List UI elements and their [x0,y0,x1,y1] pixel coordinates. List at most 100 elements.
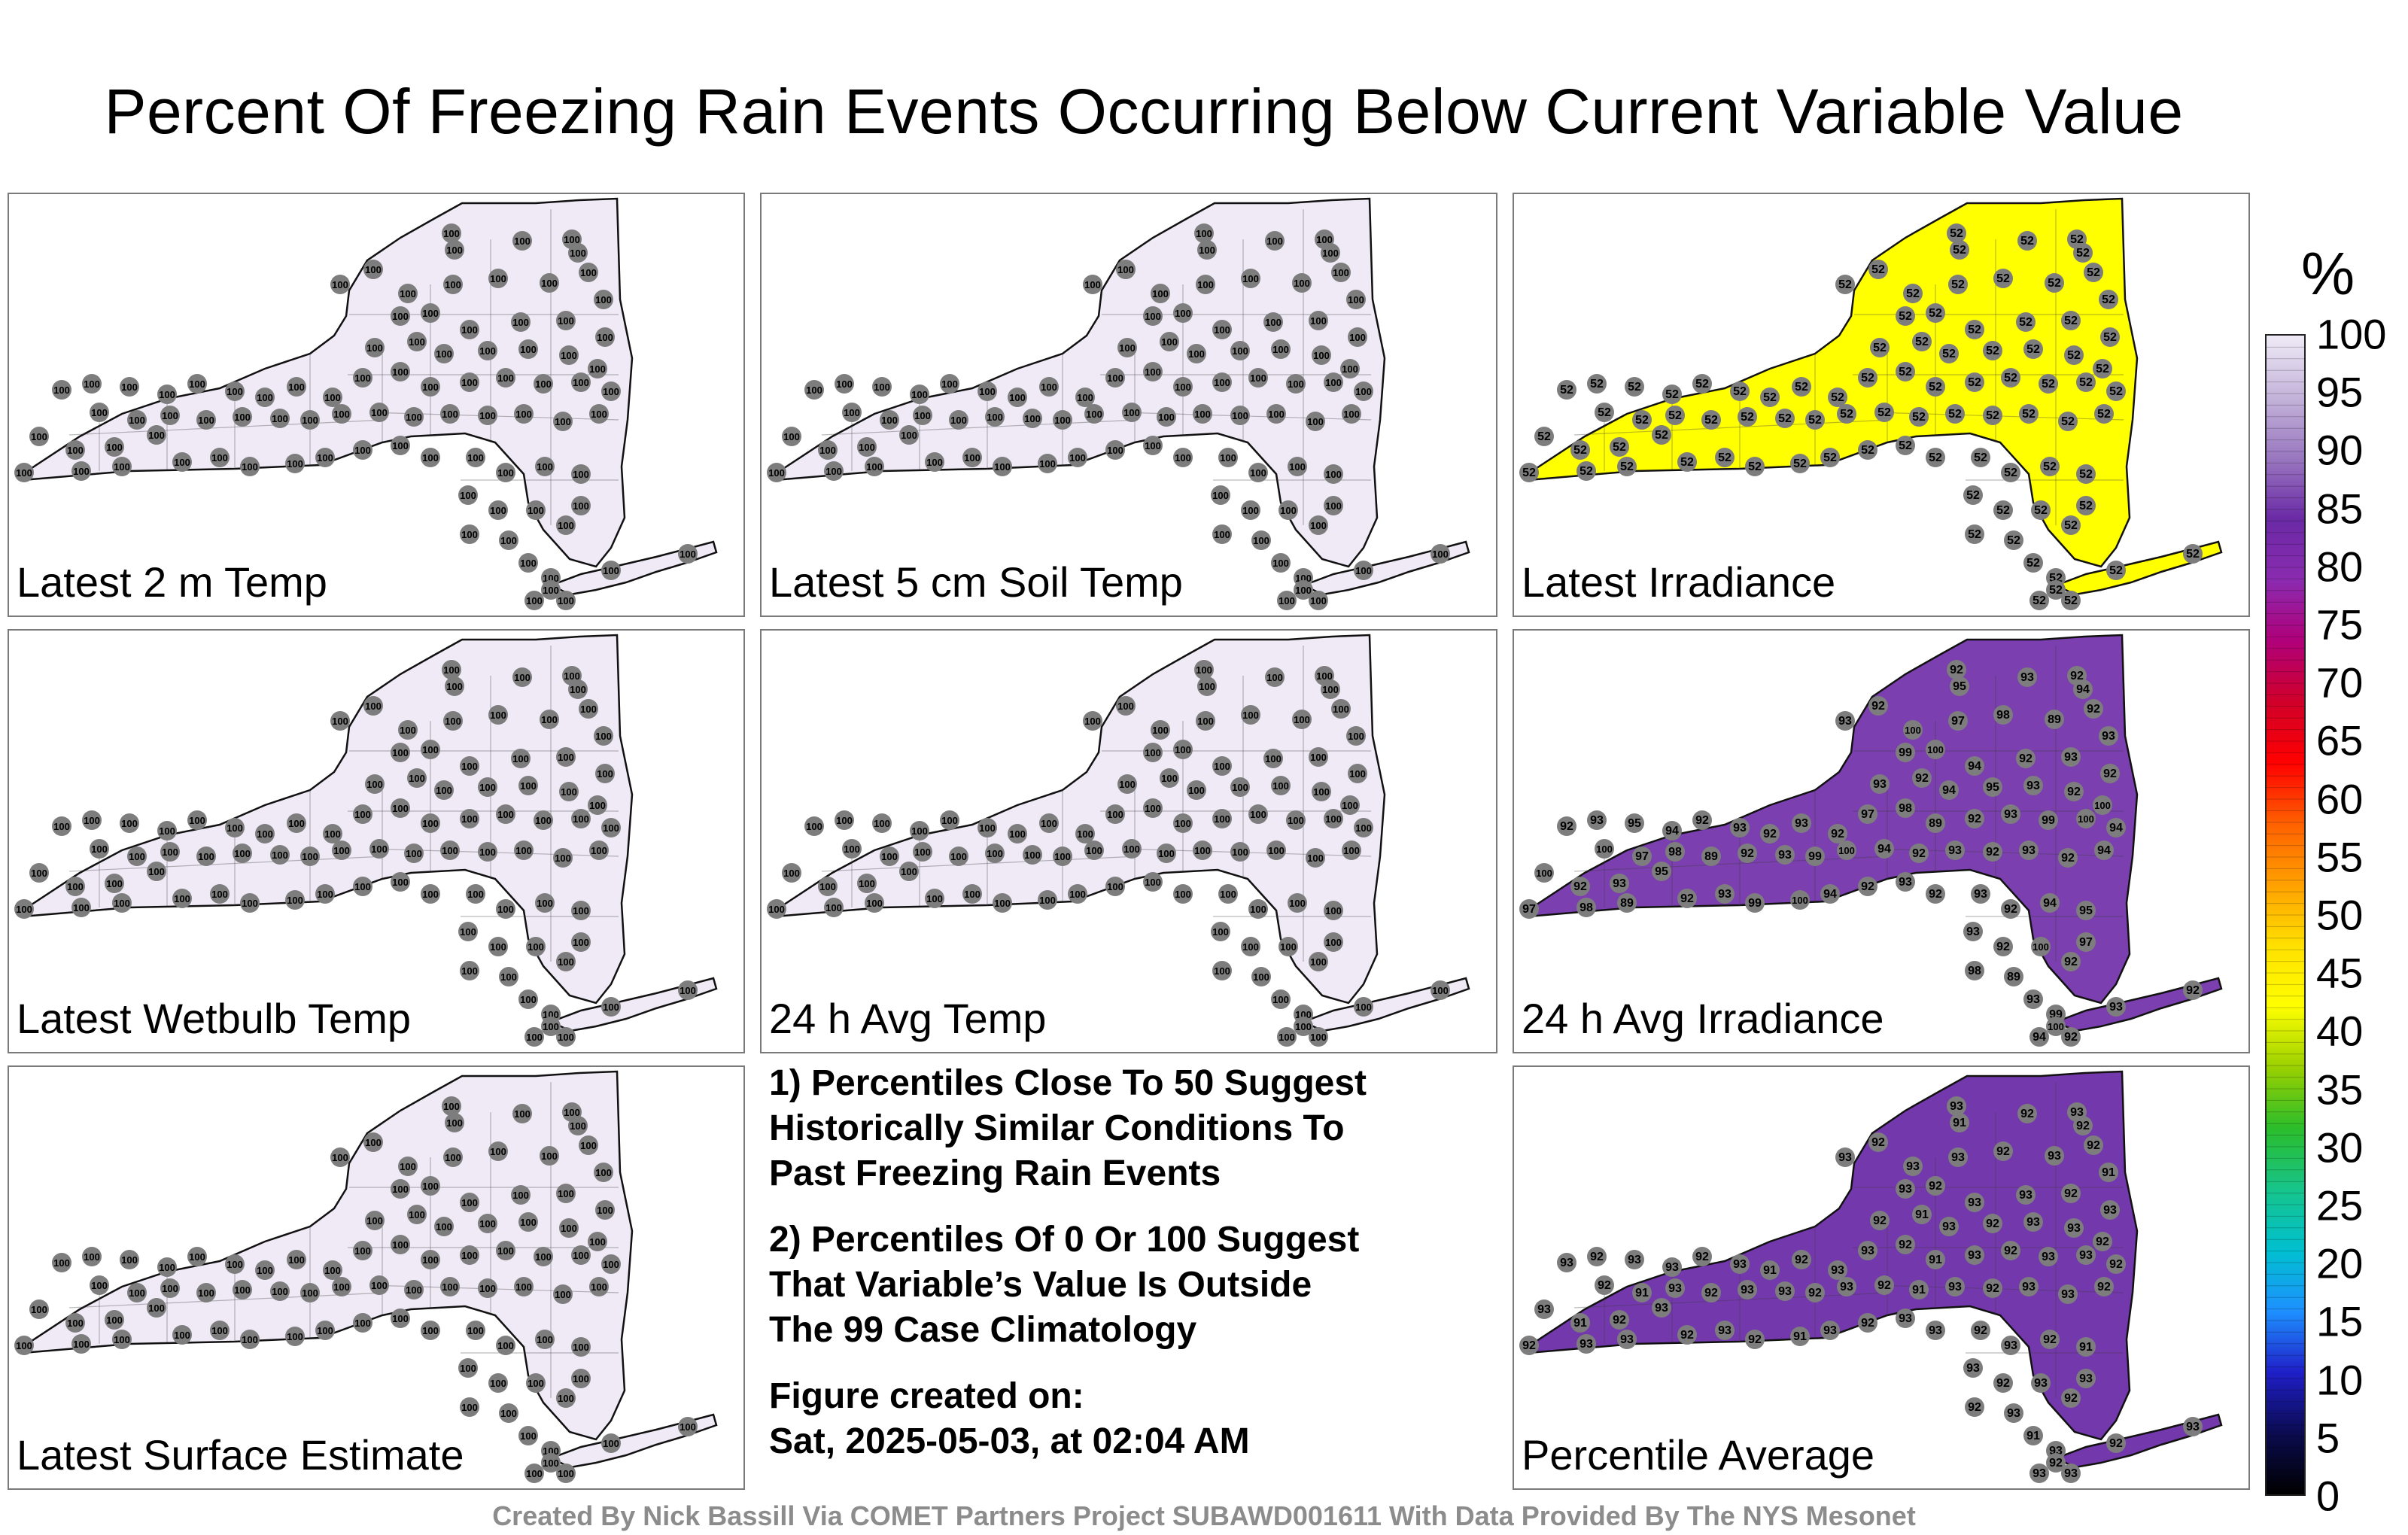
station-marker: 100 [398,1157,418,1176]
station-dot [2058,412,2078,431]
station-value: 100 [114,1334,130,1345]
station-dot [233,407,252,427]
station-dot [556,1464,576,1483]
station-dot [210,1321,230,1340]
station-marker: 100 [407,332,427,351]
station-dot [1312,345,1331,365]
station-value: 100 [317,452,333,464]
station-dot [1309,515,1328,535]
station-value: 92 [1986,1217,1999,1230]
station-marker: 93 [1820,1321,1840,1340]
station-value: 100 [994,461,1011,473]
station-value: 100 [1250,809,1266,820]
station-dot [1292,273,1312,293]
station-value: 52 [1718,451,1732,464]
station-value: 100 [287,895,303,906]
station-marker: 100 [782,427,801,446]
station-value: 100 [1107,372,1123,384]
station-dot [541,1453,561,1473]
station-marker: 100 [512,1104,532,1123]
station-value: 100 [1220,452,1236,464]
station-marker: 100 [524,1027,544,1047]
station-marker: 52 [1945,404,1965,424]
station-marker: 93 [2029,1464,2049,1483]
station-dot [535,893,555,913]
station-value: 100 [287,1331,303,1342]
station-dot [601,561,621,580]
station-dot [1160,332,1179,351]
station-value: 52 [1522,467,1536,479]
station-value: 100 [573,1373,589,1385]
station-dot [1534,1299,1554,1319]
station-value: 91 [1912,1284,1926,1296]
station-marker: 100 [556,1388,576,1408]
station-value: 100 [500,535,517,546]
station-dot [678,544,698,564]
station-dot [1212,756,1232,776]
station-marker: 100 [512,231,532,251]
station-dot [29,427,49,446]
station-dot [556,311,576,330]
station-value: 100 [1342,363,1358,375]
station-marker: 92 [1896,1235,1915,1254]
station-marker: 100 [588,795,607,815]
station-dot [323,824,342,843]
station-marker: 100 [514,404,534,424]
station-dot [2106,997,2126,1017]
station-marker: 100 [287,377,306,397]
station-dot [460,524,479,544]
station-value: 52 [2026,343,2040,356]
station-value: 100 [1278,595,1295,606]
station-dot [1715,448,1735,467]
station-dot [535,1330,555,1349]
station-dot [434,1217,454,1236]
station-marker: 93 [2004,1403,2023,1423]
station-value: 52 [2076,247,2090,260]
station-value: 52 [1877,406,1891,419]
station-value: 100 [1265,753,1282,764]
station-value: 93 [2186,1421,2200,1433]
station-dot [157,385,177,404]
station-dot [1896,743,1915,762]
colorbar-tick-label: 60 [2316,775,2364,823]
station-value: 100 [941,815,958,826]
station-value: 100 [1194,845,1211,856]
station-dot [442,660,461,679]
station-value: 100 [580,1140,597,1151]
station-dot [842,839,862,859]
station-marker: 100 [71,461,91,481]
station-value: 100 [1214,324,1230,336]
station-marker: 92 [1701,1283,1721,1302]
station-dot [421,1321,440,1340]
station-dot [1193,840,1212,860]
station-marker: 100 [496,1336,515,1355]
station-dot [270,409,290,428]
station-value: 100 [460,490,476,501]
station-dot [601,818,621,837]
station-marker: 100 [488,1141,508,1161]
station-dot [285,890,305,910]
station-dot [1241,937,1260,956]
station-marker: 100 [147,425,166,445]
station-dot [460,1245,479,1265]
station-marker: 93 [1730,1254,1750,1274]
station-value: 92 [2186,984,2200,997]
station-value: 100 [1024,413,1041,424]
station-value: 93 [2079,1249,2093,1262]
station-marker: 100 [1277,591,1297,610]
station-marker: 93 [2019,840,2039,860]
station-marker: 92 [2061,1388,2081,1408]
station-dot [2099,1163,2118,1182]
station-marker: 95 [1950,676,1969,696]
station-value: 100 [866,461,883,473]
station-dot [488,937,508,956]
station-marker: 100 [1212,524,1232,544]
station-marker: 100 [571,496,591,515]
station-dot [240,893,260,913]
station-value: 100 [445,716,461,727]
station-marker: 93 [1662,1257,1682,1277]
station-marker: 100 [391,872,410,892]
station-dot [1950,1113,1969,1132]
station-dot [1939,344,1959,363]
station-marker: 92 [2064,782,2084,801]
